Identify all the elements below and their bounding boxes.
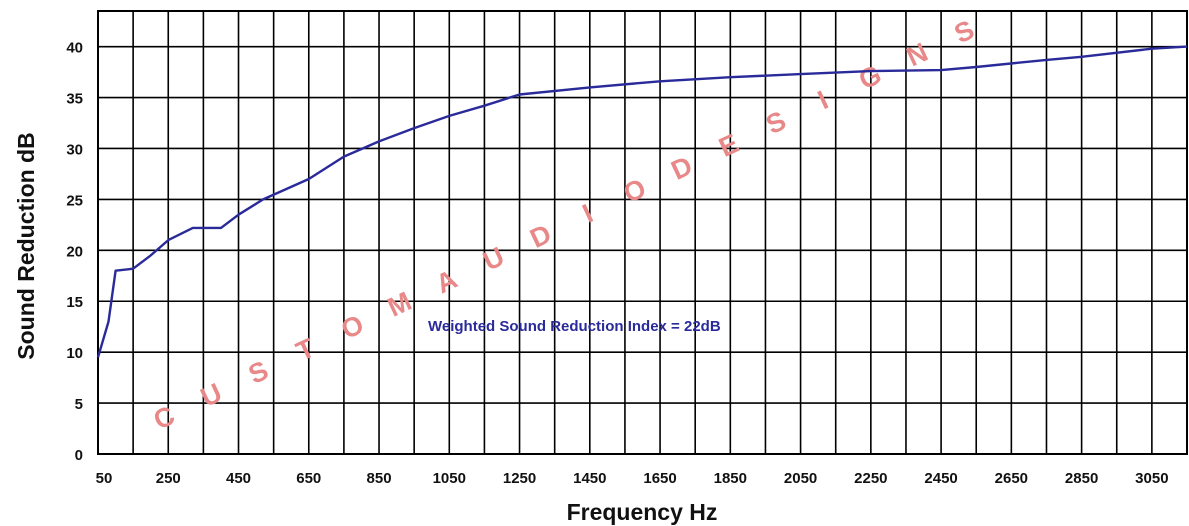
watermark-letter: U [478, 241, 508, 276]
y-tick-label: 35 [66, 91, 83, 108]
watermark-letter: O [619, 173, 651, 209]
y-tick-label: 0 [75, 447, 83, 464]
x-tick-label: 2450 [924, 470, 957, 487]
series-layer [96, 45, 1188, 358]
y-tick-label: 10 [66, 345, 83, 362]
x-tick-label: 450 [226, 470, 251, 487]
watermark-letter: E [714, 128, 743, 163]
y-tick-labels: 0 5 10 15 20 25 30 35 40 [66, 40, 83, 464]
x-tick-label: 1050 [433, 470, 466, 487]
watermark-letter: U [196, 377, 226, 412]
x-tick-label: 1850 [714, 470, 747, 487]
watermark-letter: C [149, 400, 179, 435]
watermark-letter: O [337, 309, 369, 345]
x-tick-label: 50 [96, 470, 113, 487]
x-tick-label: 3050 [1135, 470, 1168, 487]
grid [97, 10, 1188, 455]
watermark-letter: M [383, 286, 416, 323]
y-axis-label: Sound Reduction dB [13, 132, 39, 359]
watermark-letter: D [667, 150, 697, 185]
watermark-letter: T [292, 332, 320, 366]
x-tick-label: 2250 [854, 470, 887, 487]
watermark-letter: A [431, 264, 461, 299]
y-tick-label: 5 [75, 396, 83, 413]
x-tick-label: 1650 [643, 470, 676, 487]
x-tick-labels: 50 250 450 650 850 1050 1250 1450 1650 1850 2050 22… [96, 470, 1169, 487]
watermark-letter: S [950, 14, 979, 49]
x-tick-label: 2650 [995, 470, 1028, 487]
series-line [96, 45, 1188, 358]
watermark-letter: I [813, 85, 832, 115]
x-axis-label: Frequency Hz [567, 499, 718, 525]
watermark-letter: I [578, 198, 597, 228]
x-tick-label: 250 [156, 470, 181, 487]
annotation-weighted-index: Weighted Sound Reduction Index = 22dB [428, 318, 721, 335]
x-tick-label: 850 [367, 470, 392, 487]
x-tick-label: 1450 [573, 470, 606, 487]
y-tick-label: 40 [66, 40, 83, 57]
y-tick-label: 25 [66, 192, 83, 209]
x-tick-label: 2050 [784, 470, 817, 487]
watermark-letter: G [854, 59, 886, 95]
y-tick-label: 20 [66, 243, 83, 260]
watermark-letter: D [525, 218, 555, 253]
x-tick-label: 650 [296, 470, 321, 487]
y-tick-label: 15 [66, 294, 83, 311]
watermark-letter: S [244, 355, 273, 390]
plot-frame [97, 10, 1188, 455]
y-tick-label: 30 [66, 141, 83, 158]
x-tick-label: 2850 [1065, 470, 1098, 487]
x-tick-label: 1250 [503, 470, 536, 487]
